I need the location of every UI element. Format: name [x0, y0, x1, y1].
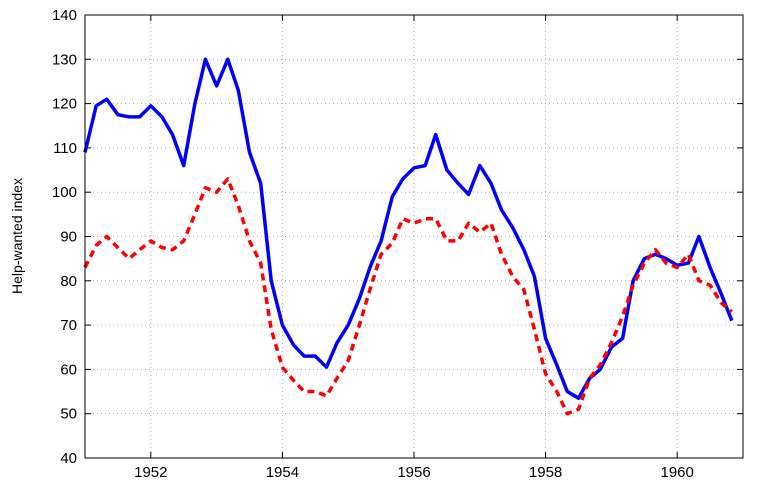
x-tick-label: 1952 — [134, 464, 167, 481]
y-tick-label: 40 — [60, 450, 77, 467]
y-tick-label: 120 — [52, 96, 77, 113]
axes-box — [84, 14, 744, 459]
x-tick-label: 1956 — [397, 464, 430, 481]
y-tick-label: 130 — [52, 51, 77, 68]
series-line — [83, 57, 734, 400]
series-line — [83, 177, 733, 416]
y-tick-label: 80 — [60, 273, 77, 290]
y-tick-label: 140 — [52, 7, 77, 24]
y-tick-label: 60 — [60, 361, 77, 378]
y-tick-label: 50 — [60, 406, 77, 423]
y-tick-label: 90 — [60, 229, 77, 246]
x-tick-label: 1960 — [661, 464, 694, 481]
x-tick-label: 1954 — [266, 464, 299, 481]
x-tick-label: 1958 — [529, 464, 562, 481]
y-tick-label: 70 — [60, 317, 77, 334]
y-tick-label: 110 — [53, 140, 77, 157]
y-tick-label: 100 — [52, 184, 77, 201]
y-axis-label: Help-wanted index — [9, 178, 25, 294]
